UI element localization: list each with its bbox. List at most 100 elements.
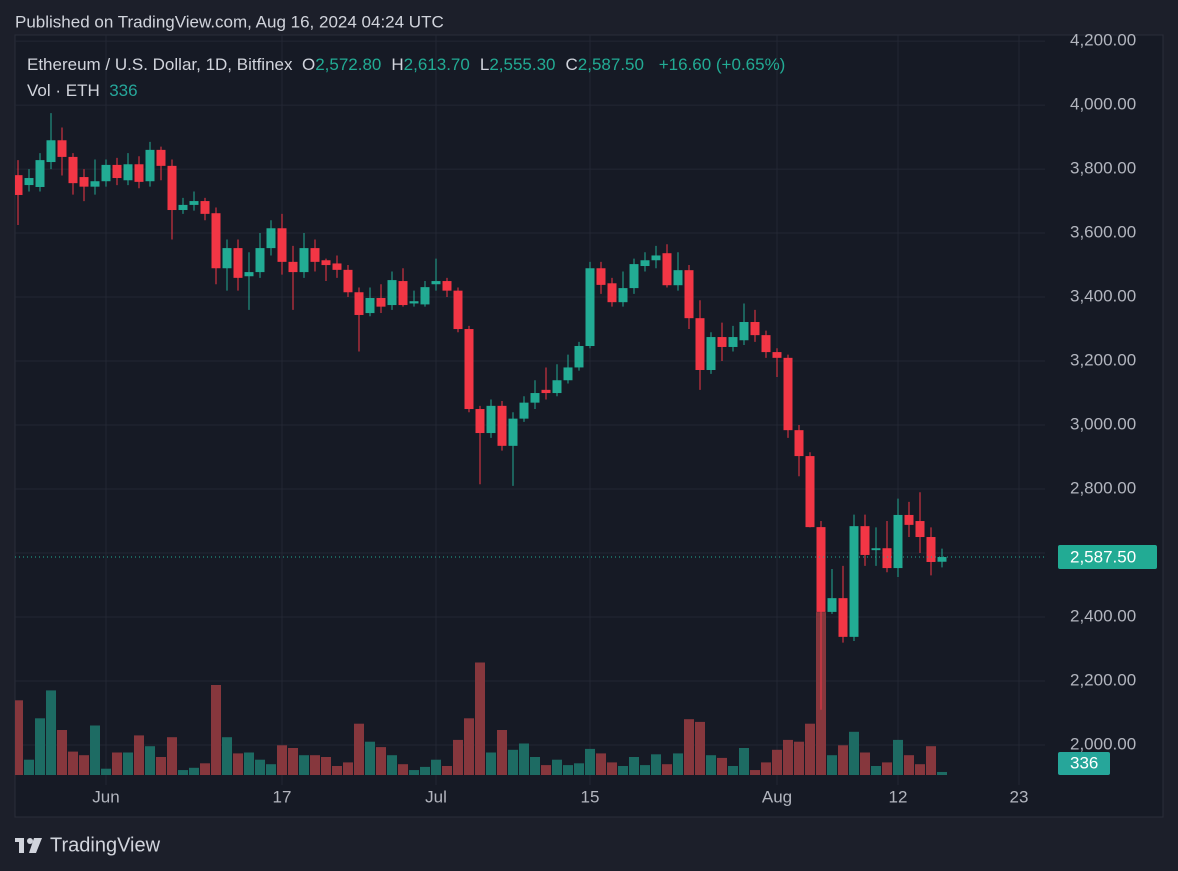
candle-body <box>57 140 67 157</box>
candle-body <box>266 228 276 249</box>
candle-body <box>277 228 287 262</box>
candle-body <box>332 263 342 270</box>
y-tick-label: 3,800.00 <box>1070 159 1136 178</box>
volume-bar <box>24 759 34 775</box>
volume-bar <box>673 753 683 775</box>
candle-body <box>156 149 166 166</box>
candle-body <box>486 405 496 434</box>
candle-body <box>860 526 870 555</box>
volume-bar <box>926 746 936 775</box>
candle-body <box>618 288 628 303</box>
y-tick-label: 2,800.00 <box>1070 479 1136 498</box>
candle-body <box>497 405 507 446</box>
volume-bar <box>277 745 287 775</box>
volume-bar <box>46 690 56 775</box>
volume-bar <box>255 759 265 775</box>
volume-bar <box>464 718 474 775</box>
volume-bar <box>398 764 408 775</box>
candle-body <box>68 156 78 184</box>
x-tick-label: 12 <box>889 787 908 806</box>
y-tick-label: 4,000.00 <box>1070 95 1136 114</box>
volume-bar <box>299 755 309 775</box>
volume-bar <box>266 764 276 775</box>
candle-body <box>409 301 419 304</box>
legend-line: Ethereum / U.S. Dollar, 1D, Bitfinex O 2,… <box>27 55 785 75</box>
candle-body <box>398 281 408 306</box>
ohlc-value: 2,587.50 <box>577 55 644 74</box>
chart-panel <box>14 34 1164 818</box>
ohlc-label: O <box>301 55 316 74</box>
volume-bar <box>156 757 166 775</box>
candle-body <box>893 514 903 569</box>
candle-body <box>563 367 573 381</box>
volume-bar <box>772 749 782 775</box>
candle-body <box>453 290 463 330</box>
candle-body <box>233 248 243 278</box>
volume-bar <box>178 770 188 775</box>
volume-bar <box>552 759 562 775</box>
candle-body <box>651 255 661 261</box>
ohlc-label: H <box>391 55 404 74</box>
volume-bar <box>761 762 771 775</box>
volume-bar <box>904 755 914 775</box>
volume-bar <box>585 748 595 775</box>
candle-body <box>244 272 254 277</box>
volume-bar <box>365 741 375 775</box>
candle-body <box>673 270 683 286</box>
volume-bar <box>893 739 903 775</box>
volume-bar <box>695 721 705 775</box>
candle-body <box>343 269 353 293</box>
volume-bar <box>420 766 430 775</box>
x-tick-label: 23 <box>1010 787 1029 806</box>
volume-bar <box>717 757 727 775</box>
x-tick-label: 17 <box>273 787 292 806</box>
volume-bar <box>860 752 870 775</box>
change: +16.60 (+0.65%) <box>658 55 786 74</box>
candle-body <box>442 281 452 291</box>
candle-body <box>574 346 584 368</box>
volume-bar <box>882 762 892 775</box>
volume-bar <box>211 685 221 775</box>
volume-bar <box>519 743 529 775</box>
candle-body <box>937 557 947 562</box>
volume-bar <box>750 770 760 775</box>
volume-bar <box>145 746 155 775</box>
volume-bar <box>827 755 837 775</box>
volume-bar <box>222 737 232 775</box>
candle-body <box>640 260 650 267</box>
candle-body <box>882 548 892 569</box>
volume-bar <box>629 757 639 775</box>
candle-body <box>24 178 34 186</box>
volume-bar <box>189 767 199 775</box>
symbol-title: Ethereum / U.S. Dollar, 1D, Bitfinex <box>27 55 293 74</box>
y-tick-label: 3,000.00 <box>1070 415 1136 434</box>
volume-bar <box>739 748 749 775</box>
candle-body <box>849 526 859 637</box>
volume-bar <box>35 718 45 775</box>
last-price-box <box>1058 545 1157 570</box>
candle-body <box>464 329 474 410</box>
candle-body <box>607 283 617 303</box>
candle-body <box>871 548 881 551</box>
last-price-label: 2,587.50 <box>1070 548 1136 567</box>
candle-body <box>827 598 837 612</box>
candle-body <box>365 298 375 314</box>
volume-bar <box>794 741 804 775</box>
candle-body <box>310 248 320 262</box>
candle-body <box>123 164 133 181</box>
candle-body <box>596 268 606 285</box>
y-tick-label: 3,600.00 <box>1070 223 1136 242</box>
candle-body <box>816 527 826 612</box>
ohlc-value: 2,613.70 <box>403 55 470 74</box>
candle-body <box>519 402 529 419</box>
x-tick-label: Aug <box>762 787 792 806</box>
candle-body <box>772 352 782 358</box>
volume-bar <box>849 731 859 775</box>
candle-body <box>838 598 848 637</box>
brand-logo <box>15 838 42 853</box>
candle-body <box>134 164 144 182</box>
candle-body <box>101 164 111 182</box>
candle-body <box>706 337 716 371</box>
volume-bar <box>310 755 320 775</box>
volume-bar <box>288 748 298 775</box>
